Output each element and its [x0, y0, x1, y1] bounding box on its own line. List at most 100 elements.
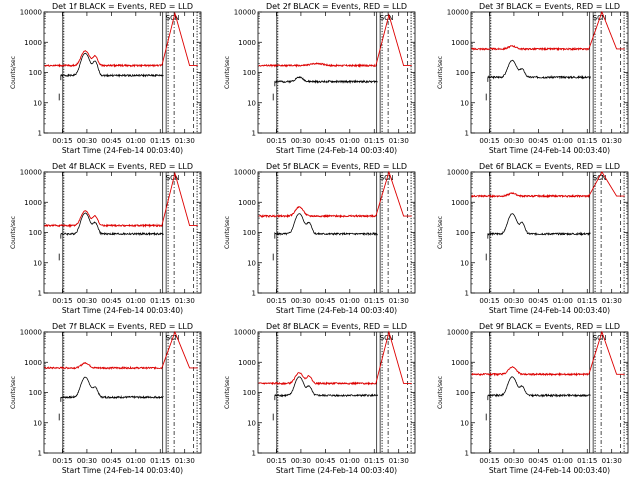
x-axis-label: Start Time (24-Feb-14 00:03:40)	[62, 146, 183, 155]
x-tick-label: 00:30	[504, 457, 524, 465]
y-tick-label: 1000	[24, 359, 42, 367]
x-tick-label: 01:30	[175, 297, 195, 305]
y-tick-label: 10000	[20, 9, 42, 17]
y-tick-label: 1000	[238, 199, 256, 207]
series-lld-line	[258, 330, 412, 386]
marker-label: SC	[380, 14, 389, 22]
y-tick-label: 10000	[447, 9, 469, 17]
y-tick-label: 1	[38, 290, 42, 298]
y-axis-label: Counts/sec	[224, 376, 231, 409]
x-tick-label: 01:15	[364, 137, 384, 145]
x-tick-label: 00:15	[52, 137, 72, 145]
x-tick-label: 00:45	[101, 457, 121, 465]
marker-label: SC	[166, 174, 175, 182]
x-tick-label: 01:30	[175, 457, 195, 465]
series-lld-line	[44, 171, 198, 229]
marker-label: SC	[166, 14, 175, 22]
x-axis-label: Start Time (24-Feb-14 00:03:40)	[489, 466, 610, 475]
y-tick-label: 10000	[234, 9, 256, 17]
y-tick-label: 1000	[238, 359, 256, 367]
series-events-line	[272, 213, 378, 261]
y-tick-label: 100	[243, 69, 256, 77]
panel-title: Det 5f BLACK = Events, RED = LLD	[266, 162, 407, 171]
y-tick-label: 100	[456, 69, 469, 77]
plot-frame	[257, 171, 416, 294]
x-tick-label: 00:15	[479, 297, 499, 305]
marker-label: SC	[380, 334, 389, 342]
series-events-line	[485, 213, 591, 261]
panel-7: Det 7f BLACK = Events, RED = LLD Counts/s…	[10, 322, 202, 475]
x-tick-label: 00:30	[291, 457, 311, 465]
y-tick-label: 1	[252, 290, 256, 298]
series-lld-line	[258, 13, 412, 69]
x-tick-label: 01:00	[340, 137, 360, 145]
y-tick-label: 10000	[447, 169, 469, 177]
marker-label: SC	[593, 14, 602, 22]
x-tick-label: 00:45	[315, 297, 335, 305]
y-tick-label: 100	[243, 229, 256, 237]
x-tick-label: 01:30	[389, 297, 409, 305]
y-tick-label: 10000	[20, 329, 42, 337]
x-tick-label: 00:15	[266, 137, 286, 145]
y-tick-label: 1000	[451, 359, 469, 367]
marker-label: N	[601, 174, 606, 182]
x-tick-label: 01:00	[340, 297, 360, 305]
marker-label: N	[388, 14, 393, 22]
panel-6: Det 6f BLACK = Events, RED = LLD Counts/s…	[437, 162, 629, 315]
x-tick-label: 01:30	[389, 457, 409, 465]
y-tick-label: 1	[38, 130, 42, 138]
x-tick-label: 01:00	[340, 457, 360, 465]
y-tick-label: 10	[33, 419, 42, 427]
y-axis-label: Counts/sec	[10, 376, 17, 409]
x-axis-label: Start Time (24-Feb-14 00:03:40)	[489, 306, 610, 315]
series-events-line	[485, 59, 591, 101]
x-axis-label: Start Time (24-Feb-14 00:03:40)	[276, 466, 397, 475]
x-tick-label: 01:15	[150, 137, 170, 145]
marker-label: N	[174, 14, 179, 22]
x-tick-label: 00:15	[479, 457, 499, 465]
plot-frame	[470, 171, 629, 294]
x-tick-label: 00:45	[101, 297, 121, 305]
x-tick-label: 00:45	[528, 137, 548, 145]
x-axis-label: Start Time (24-Feb-14 00:03:40)	[62, 466, 183, 475]
panel-9: Det 9f BLACK = Events, RED = LLD Counts/s…	[437, 322, 629, 475]
marker-label: N	[174, 174, 179, 182]
plot-frame	[470, 11, 629, 134]
x-tick-label: 01:15	[150, 457, 170, 465]
x-tick-label: 01:00	[553, 297, 573, 305]
y-tick-label: 10000	[20, 169, 42, 177]
y-tick-label: 10000	[234, 329, 256, 337]
y-tick-label: 10000	[234, 169, 256, 177]
x-tick-label: 01:30	[602, 137, 622, 145]
panel-3: Det 3f BLACK = Events, RED = LLD Counts/s…	[437, 2, 629, 155]
series-lld-line	[471, 10, 625, 52]
plot-frame	[43, 331, 202, 454]
y-axis-label: Counts/sec	[10, 56, 17, 89]
y-tick-label: 1	[465, 130, 469, 138]
y-tick-label: 1	[252, 450, 256, 458]
y-tick-label: 100	[456, 389, 469, 397]
series-lld-line	[471, 330, 625, 377]
plot-frame	[43, 171, 202, 294]
x-tick-label: 01:00	[553, 137, 573, 145]
y-tick-label: 100	[243, 389, 256, 397]
y-tick-label: 1000	[451, 199, 469, 207]
panel-title: Det 8f BLACK = Events, RED = LLD	[266, 322, 407, 331]
y-tick-label: 100	[29, 69, 42, 77]
y-axis-label: Counts/sec	[437, 56, 444, 89]
x-tick-label: 00:30	[77, 137, 97, 145]
panel-2: Det 2f BLACK = Events, RED = LLD Counts/s…	[224, 2, 416, 155]
y-tick-label: 100	[29, 229, 42, 237]
x-tick-label: 00:45	[528, 457, 548, 465]
series-lld-line	[471, 171, 625, 199]
marker-label: SC	[166, 334, 175, 342]
marker-label: N	[174, 334, 179, 342]
y-tick-label: 1000	[24, 199, 42, 207]
x-tick-label: 00:15	[266, 297, 286, 305]
y-axis-label: Counts/sec	[224, 216, 231, 249]
y-tick-label: 10	[460, 419, 469, 427]
panel-1: Det 1f BLACK = Events, RED = LLD Counts/s…	[10, 2, 202, 155]
panel-8: Det 8f BLACK = Events, RED = LLD Counts/s…	[224, 322, 416, 475]
series-events-line	[485, 376, 591, 421]
y-tick-label: 10	[33, 259, 42, 267]
